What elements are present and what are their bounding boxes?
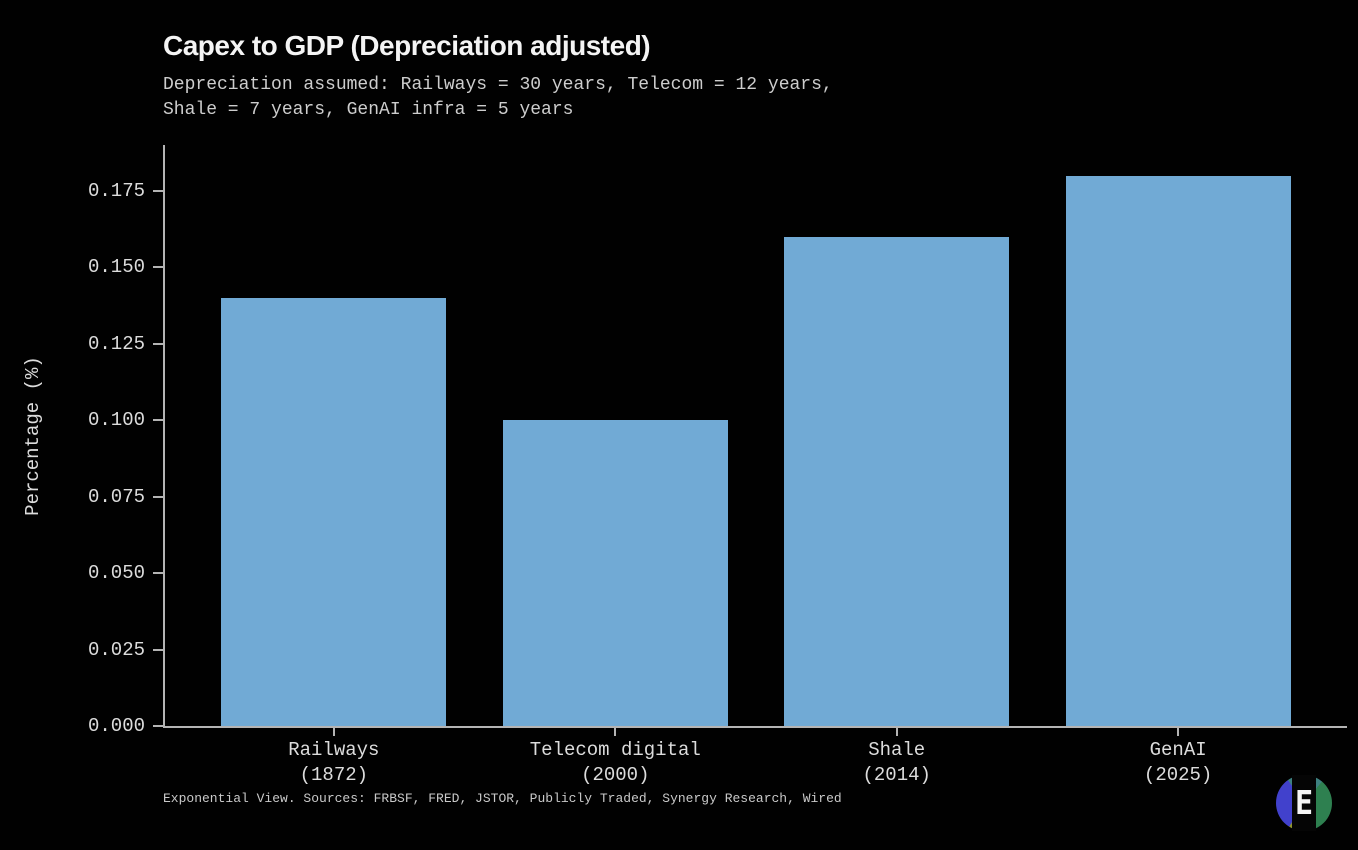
bar-telecom-digital: [502, 420, 728, 726]
y-tick-label: 0.175: [87, 179, 145, 202]
chart-title: Capex to GDP (Depreciation adjusted): [163, 30, 651, 61]
y-tick-mark: [153, 189, 163, 192]
exponential-view-logo-icon: E: [1276, 775, 1332, 831]
y-tick-label: 0.150: [87, 256, 145, 279]
y-tick-mark: [153, 419, 163, 422]
y-tick-mark: [153, 725, 163, 727]
y-tick-label: 0.000: [87, 715, 145, 737]
source-attribution: Exponential View. Sources: FRBSF, FRED, …: [163, 791, 842, 806]
x-tick-label: Telecom digital (2000): [529, 739, 701, 786]
chart-subtitle: Depreciation assumed: Railways = 30 year…: [163, 75, 833, 120]
y-tick-mark: [153, 266, 163, 269]
y-tick-label: 0.025: [87, 638, 145, 661]
bar-shale: [784, 236, 1010, 726]
y-tick-label: 0.100: [87, 409, 145, 432]
y-tick-mark: [153, 495, 163, 498]
y-tick-label: 0.050: [87, 562, 145, 585]
x-tick-mark: [895, 728, 898, 736]
x-tick-label: GenAI (2025): [1143, 739, 1213, 786]
y-tick-label: 0.125: [87, 332, 145, 355]
bar-genai: [1065, 175, 1291, 726]
bar-railways: [221, 297, 447, 726]
y-tick-mark: [153, 572, 163, 575]
y-tick-mark: [153, 648, 163, 651]
logo-band: E: [1292, 775, 1316, 831]
x-tick-mark: [1177, 728, 1180, 736]
x-tick-mark: [332, 728, 335, 736]
y-tick-mark: [153, 342, 163, 345]
x-tick-mark: [614, 728, 617, 736]
x-tick-label: Shale (2014): [862, 739, 931, 786]
y-tick-label: 0.075: [87, 485, 145, 508]
x-tick-label: Railways (1872): [288, 739, 380, 786]
logo-letter: E: [1294, 783, 1314, 823]
plot-area: Percentage (%) 0.000 0.025 0.050 0.075 0.100…: [22, 145, 1347, 786]
y-axis-label: Percentage (%): [22, 355, 44, 516]
